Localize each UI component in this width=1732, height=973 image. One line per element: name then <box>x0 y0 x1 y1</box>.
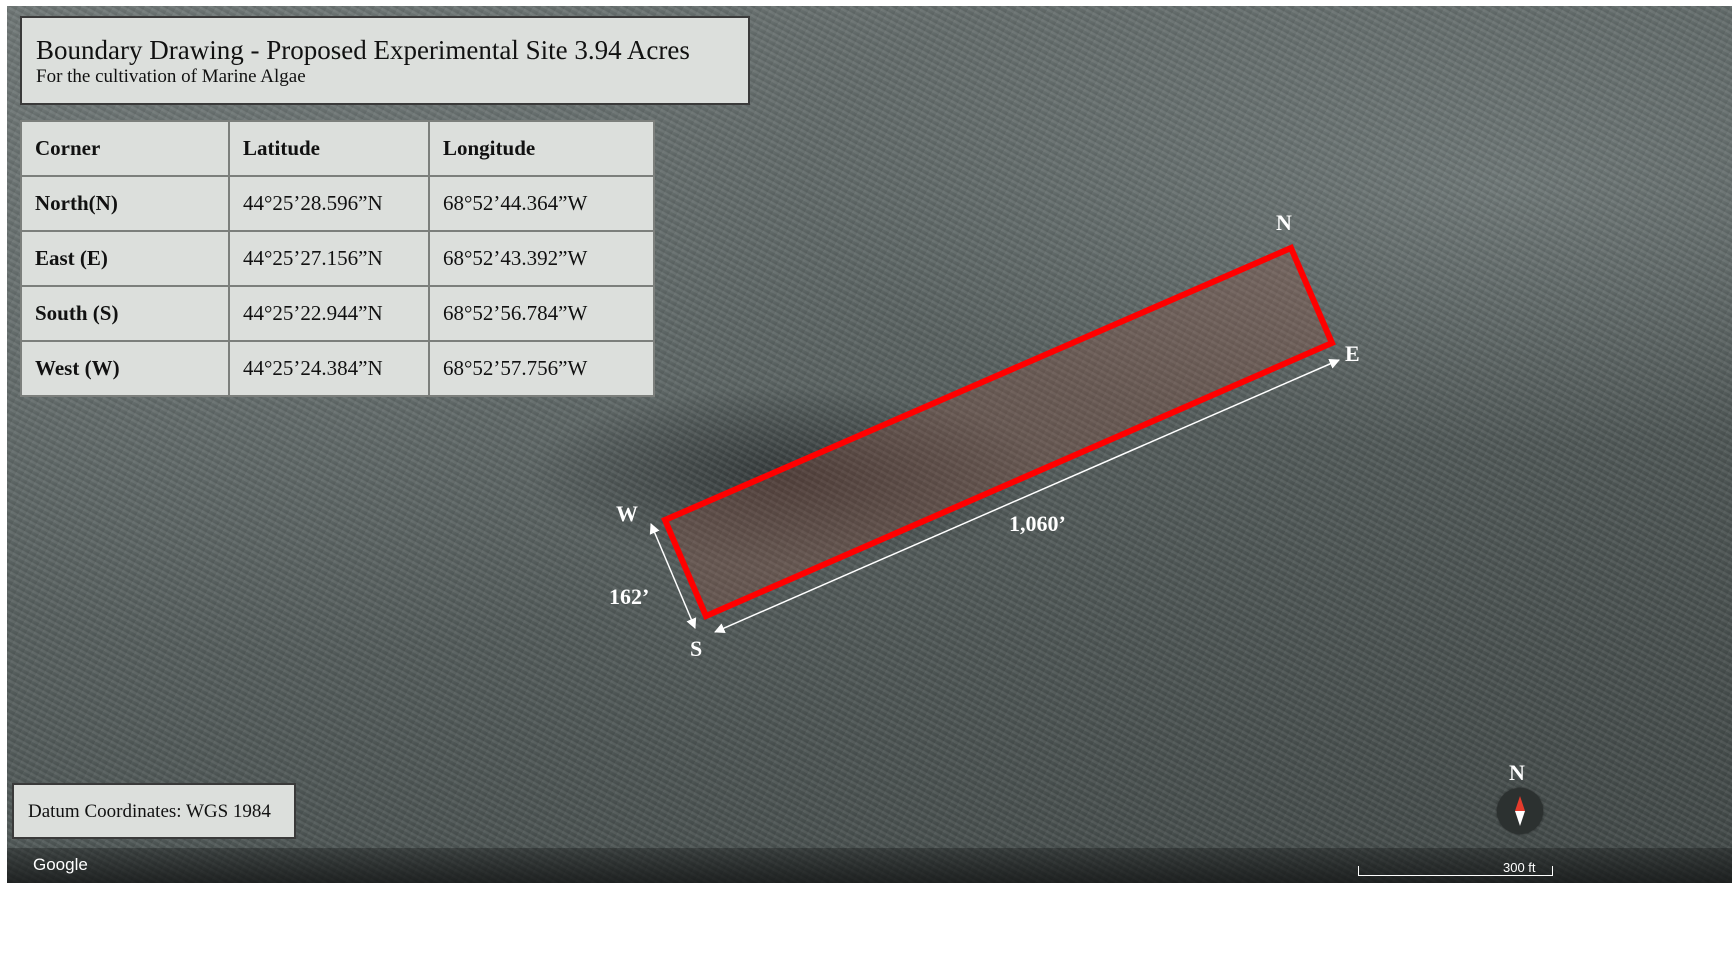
compass-needle-icon <box>1515 796 1525 826</box>
length-dimension-arrow <box>714 358 1340 634</box>
header-corner: Corner <box>20 120 230 177</box>
width-dimension-label: 162’ <box>609 584 650 609</box>
page-title: Boundary Drawing - Proposed Experimental… <box>36 35 690 65</box>
corner-longitude: 68°52’57.756”W <box>428 340 655 397</box>
datum-label: Datum Coordinates: WGS 1984 <box>12 783 296 839</box>
compass-north-label: N <box>1509 760 1525 785</box>
corner-label-east: E <box>1345 341 1360 366</box>
corner-name: West (W) <box>20 340 230 397</box>
header-latitude: Latitude <box>228 120 430 177</box>
scale-label: 300 ft <box>1503 860 1536 875</box>
corner-coordinates-table: Corner Latitude Longitude North(N) 44°25… <box>20 120 655 397</box>
width-dimension-arrow <box>649 523 697 629</box>
table-row: West (W) 44°25’24.384”N 68°52’57.756”W <box>20 340 655 397</box>
table-row: North(N) 44°25’28.596”N 68°52’44.364”W <box>20 175 655 232</box>
page-subtitle: For the cultivation of Marine Algae <box>36 66 306 87</box>
corner-label-west: W <box>616 501 638 526</box>
corner-label-south: S <box>690 636 703 661</box>
corner-name: South (S) <box>20 285 230 342</box>
corner-name: North(N) <box>20 175 230 232</box>
table-row: South (S) 44°25’22.944”N 68°52’56.784”W <box>20 285 655 342</box>
scale-bar <box>1358 866 1553 876</box>
page-bottom-margin <box>0 883 1732 973</box>
corner-latitude: 44°25’24.384”N <box>228 340 430 397</box>
corner-longitude: 68°52’43.392”W <box>428 230 655 287</box>
corner-longitude: 68°52’44.364”W <box>428 175 655 232</box>
google-logo: Google <box>33 855 88 874</box>
site-boundary[interactable] <box>661 244 1336 620</box>
corner-latitude: 44°25’27.156”N <box>228 230 430 287</box>
map-overlay <box>649 244 1340 634</box>
header-longitude: Longitude <box>428 120 655 177</box>
table-header-row: Corner Latitude Longitude <box>20 120 655 177</box>
corner-label-north: N <box>1276 210 1292 235</box>
corner-latitude: 44°25’22.944”N <box>228 285 430 342</box>
map-footer-bar <box>7 848 1732 883</box>
table-row: East (E) 44°25’27.156”N 68°52’43.392”W <box>20 230 655 287</box>
title-panel: Boundary Drawing - Proposed Experimental… <box>20 16 750 105</box>
corner-name: East (E) <box>20 230 230 287</box>
corner-longitude: 68°52’56.784”W <box>428 285 655 342</box>
compass-icon[interactable] <box>1497 788 1543 834</box>
length-dimension-label: 1,060’ <box>1009 511 1066 536</box>
corner-latitude: 44°25’28.596”N <box>228 175 430 232</box>
